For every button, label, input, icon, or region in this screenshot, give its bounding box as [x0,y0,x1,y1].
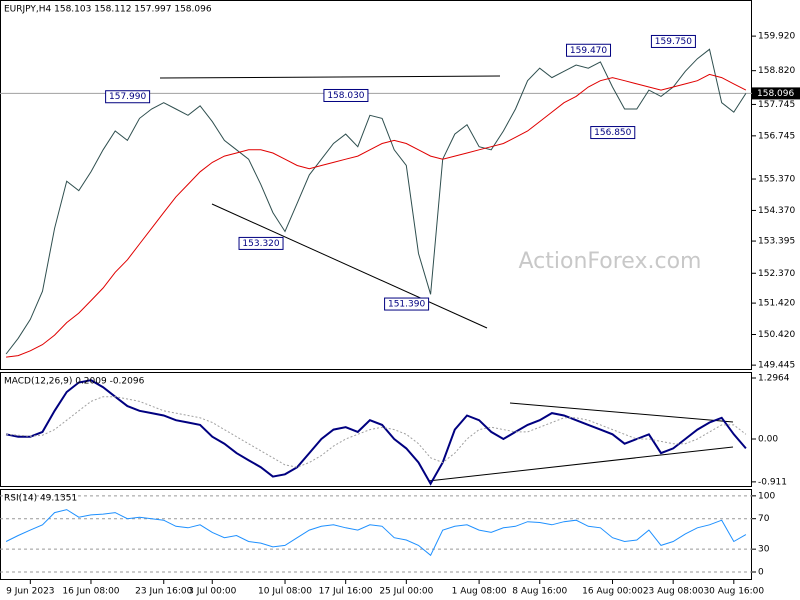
series-line [6,73,747,358]
panel-title: EURJPY,H4 158.103 158.112 157.997 158.09… [4,5,212,15]
panel-title: MACD(12,26,9) 0.2009 -0.2096 [4,377,145,387]
x-tick-label: 23 Jun 16:00 [135,587,192,597]
last-price-label: 158.096 [757,89,794,99]
trend-line [211,203,488,329]
annotation-label: 159.750 [655,37,692,47]
panel-frame [0,489,752,580]
y-tick-label: 100 [758,491,775,501]
x-tick-label: 9 Jun 2023 [6,587,54,597]
annotation-label: 157.990 [109,92,146,102]
series-line [5,48,747,355]
y-tick-label: 154.370 [758,206,795,216]
y-tick-label: 150.420 [758,330,795,340]
y-tick-label: 30 [758,545,770,555]
annotation-box [323,88,369,102]
series-line [6,396,747,468]
y-tick-label: 151.420 [758,299,795,309]
y-tick-label: 70 [758,514,770,524]
y-tick-label: 159.920 [758,32,795,42]
y-tick-label: 0.00 [758,435,778,445]
y-tick-label: -0.911 [758,477,787,487]
x-tick-label: 23 Aug 08:00 [643,587,704,597]
panel-frame [0,0,752,370]
series-line [5,379,747,486]
x-tick-label: 17 Jul 16:00 [319,587,373,597]
y-tick-label: 156.745 [758,131,795,141]
annotation-box [384,297,430,311]
annotation-box [590,126,636,140]
x-tick-label: 1 Aug 08:00 [452,587,507,597]
x-tick-label: 25 Jul 00:00 [379,587,433,597]
y-tick-label: 0 [758,568,764,578]
panel-frame [0,372,752,487]
annotation-box [238,236,284,250]
resistance-line [159,75,501,79]
y-tick-label: 152.370 [758,269,795,279]
x-tick-label: 3 Jul 00:00 [188,587,237,597]
y-tick-label: 153.395 [758,237,795,247]
watermark: ActionForex.com [519,249,702,274]
macd-trend-line [427,446,734,482]
annotation-label: 159.470 [570,46,607,56]
y-tick-label: 155.370 [758,175,795,185]
annotation-label: 156.850 [594,128,631,138]
y-tick-label: 157.745 [758,100,795,110]
y-tick-label: 1.2964 [758,374,790,384]
last-price-box [752,87,800,100]
x-tick-label: 30 Aug 16:00 [703,587,764,597]
y-tick-label: 158.820 [758,66,795,76]
series-line [5,509,747,557]
annotation-label: 158.030 [327,91,364,101]
y-tick-label: 149.445 [758,361,795,371]
annotation-box [566,43,612,57]
annotation-label: 153.320 [242,239,279,249]
annotation-box [105,90,151,104]
panel-title: RSI(14) 49.1351 [4,494,77,504]
x-tick-label: 10 Jul 08:00 [258,587,312,597]
annotation-box [650,34,696,48]
macd-trend-line [509,402,734,423]
x-tick-label: 16 Jun 08:00 [62,587,119,597]
x-tick-label: 16 Aug 00:00 [582,587,643,597]
annotation-label: 151.390 [388,300,425,310]
x-tick-label: 8 Aug 16:00 [512,587,567,597]
